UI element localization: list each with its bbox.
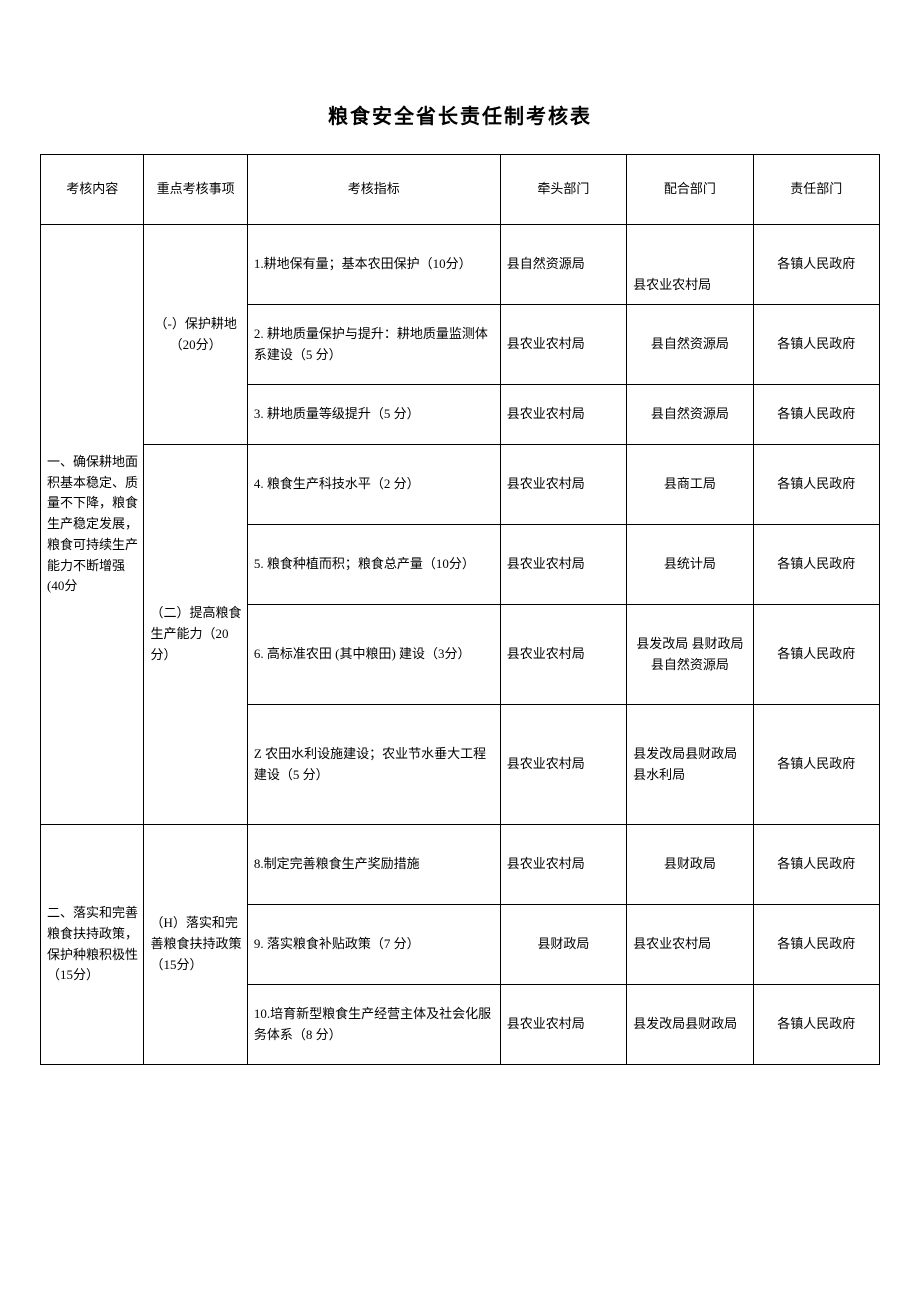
cell-indicator: 2. 耕地质量保护与提升：耕地质量监测体系建设（5 分） [247, 305, 500, 385]
cell-resp: 各镇人民政府 [753, 385, 879, 445]
cell-coop: 县发改局县财政局县水利局 [627, 705, 753, 825]
cell-indicator: Z 农田水利设施建设；农业节水垂大工程建设（5 分） [247, 705, 500, 825]
page-title: 粮食安全省长责任制考核表 [40, 100, 880, 129]
cell-lead: 县农业农村局 [500, 385, 626, 445]
cell-lead: 县农业农村局 [500, 305, 626, 385]
cell-lead: 县农业农村局 [500, 825, 626, 905]
cell-lead: 县农业农村局 [500, 525, 626, 605]
cell-resp: 各镇人民政府 [753, 605, 879, 705]
cell-coop: 县农业农村局 [627, 225, 753, 305]
header-coop: 配合部门 [627, 155, 753, 225]
cell-resp: 各镇人民政府 [753, 905, 879, 985]
cell-indicator: 1.耕地保有量；基本农田保护（10分） [247, 225, 500, 305]
header-item: 重点考核事项 [144, 155, 247, 225]
cell-lead: 县农业农村局 [500, 605, 626, 705]
cell-lead: 县农业农村局 [500, 705, 626, 825]
cell-coop: 县发改局 县财政局县自然资源局 [627, 605, 753, 705]
cell-indicator: 4. 粮食生产科技水平（2 分） [247, 445, 500, 525]
cell-coop: 县统计局 [627, 525, 753, 605]
header-lead: 牵头部门 [500, 155, 626, 225]
assessment-table: 考核内容 重点考核事项 考核指标 牵头部门 配合部门 责任部门 一、确保耕地面积… [40, 154, 880, 1065]
cell-indicator: 8.制定完善粮食生产奖励措施 [247, 825, 500, 905]
table-row: 二、落实和完善粮食扶持政策，保护种粮积极性（15分） （H）落实和完善粮食扶持政… [41, 825, 880, 905]
table-row: （二）提高粮食生产能力（20分） 4. 粮食生产科技水平（2 分） 县农业农村局… [41, 445, 880, 525]
header-indicator: 考核指标 [247, 155, 500, 225]
cell-coop: 县发改局县财政局 [627, 985, 753, 1065]
cell-coop: 县财政局 [627, 825, 753, 905]
cell-coop: 县农业农村局 [627, 905, 753, 985]
cell-resp: 各镇人民政府 [753, 525, 879, 605]
cell-content-1: 一、确保耕地面积基本稳定、质量不下降，粮食生产稳定发展，粮食可持续生产能力不断增… [41, 225, 144, 825]
cell-lead: 县农业农村局 [500, 445, 626, 525]
cell-indicator: 6. 高标准农田 (其中粮田) 建设（3分） [247, 605, 500, 705]
cell-indicator: 5. 粮食种植而积；粮食总产量（10分） [247, 525, 500, 605]
cell-coop: 县自然资源局 [627, 385, 753, 445]
cell-item-1-2: （二）提高粮食生产能力（20分） [144, 445, 247, 825]
table-row: 一、确保耕地面积基本稳定、质量不下降，粮食生产稳定发展，粮食可持续生产能力不断增… [41, 225, 880, 305]
cell-coop: 县自然资源局 [627, 305, 753, 385]
header-resp: 责任部门 [753, 155, 879, 225]
cell-lead: 县自然资源局 [500, 225, 626, 305]
cell-lead: 县财政局 [500, 905, 626, 985]
cell-resp: 各镇人民政府 [753, 825, 879, 905]
table-header-row: 考核内容 重点考核事项 考核指标 牵头部门 配合部门 责任部门 [41, 155, 880, 225]
cell-content-2: 二、落实和完善粮食扶持政策，保护种粮积极性（15分） [41, 825, 144, 1065]
cell-coop: 县商工局 [627, 445, 753, 525]
cell-resp: 各镇人民政府 [753, 305, 879, 385]
cell-lead: 县农业农村局 [500, 985, 626, 1065]
cell-item-1-1: （-）保护耕地（20分） [144, 225, 247, 445]
cell-resp: 各镇人民政府 [753, 225, 879, 305]
cell-resp: 各镇人民政府 [753, 985, 879, 1065]
cell-item-2-1: （H）落实和完善粮食扶持政策（15分） [144, 825, 247, 1065]
cell-indicator: 3. 耕地质量等级提升（5 分） [247, 385, 500, 445]
cell-indicator: 9. 落实粮食补贴政策（7 分） [247, 905, 500, 985]
cell-resp: 各镇人民政府 [753, 705, 879, 825]
cell-indicator: 10.培育新型粮食生产经营主体及社会化服务体系（8 分） [247, 985, 500, 1065]
header-content: 考核内容 [41, 155, 144, 225]
cell-resp: 各镇人民政府 [753, 445, 879, 525]
